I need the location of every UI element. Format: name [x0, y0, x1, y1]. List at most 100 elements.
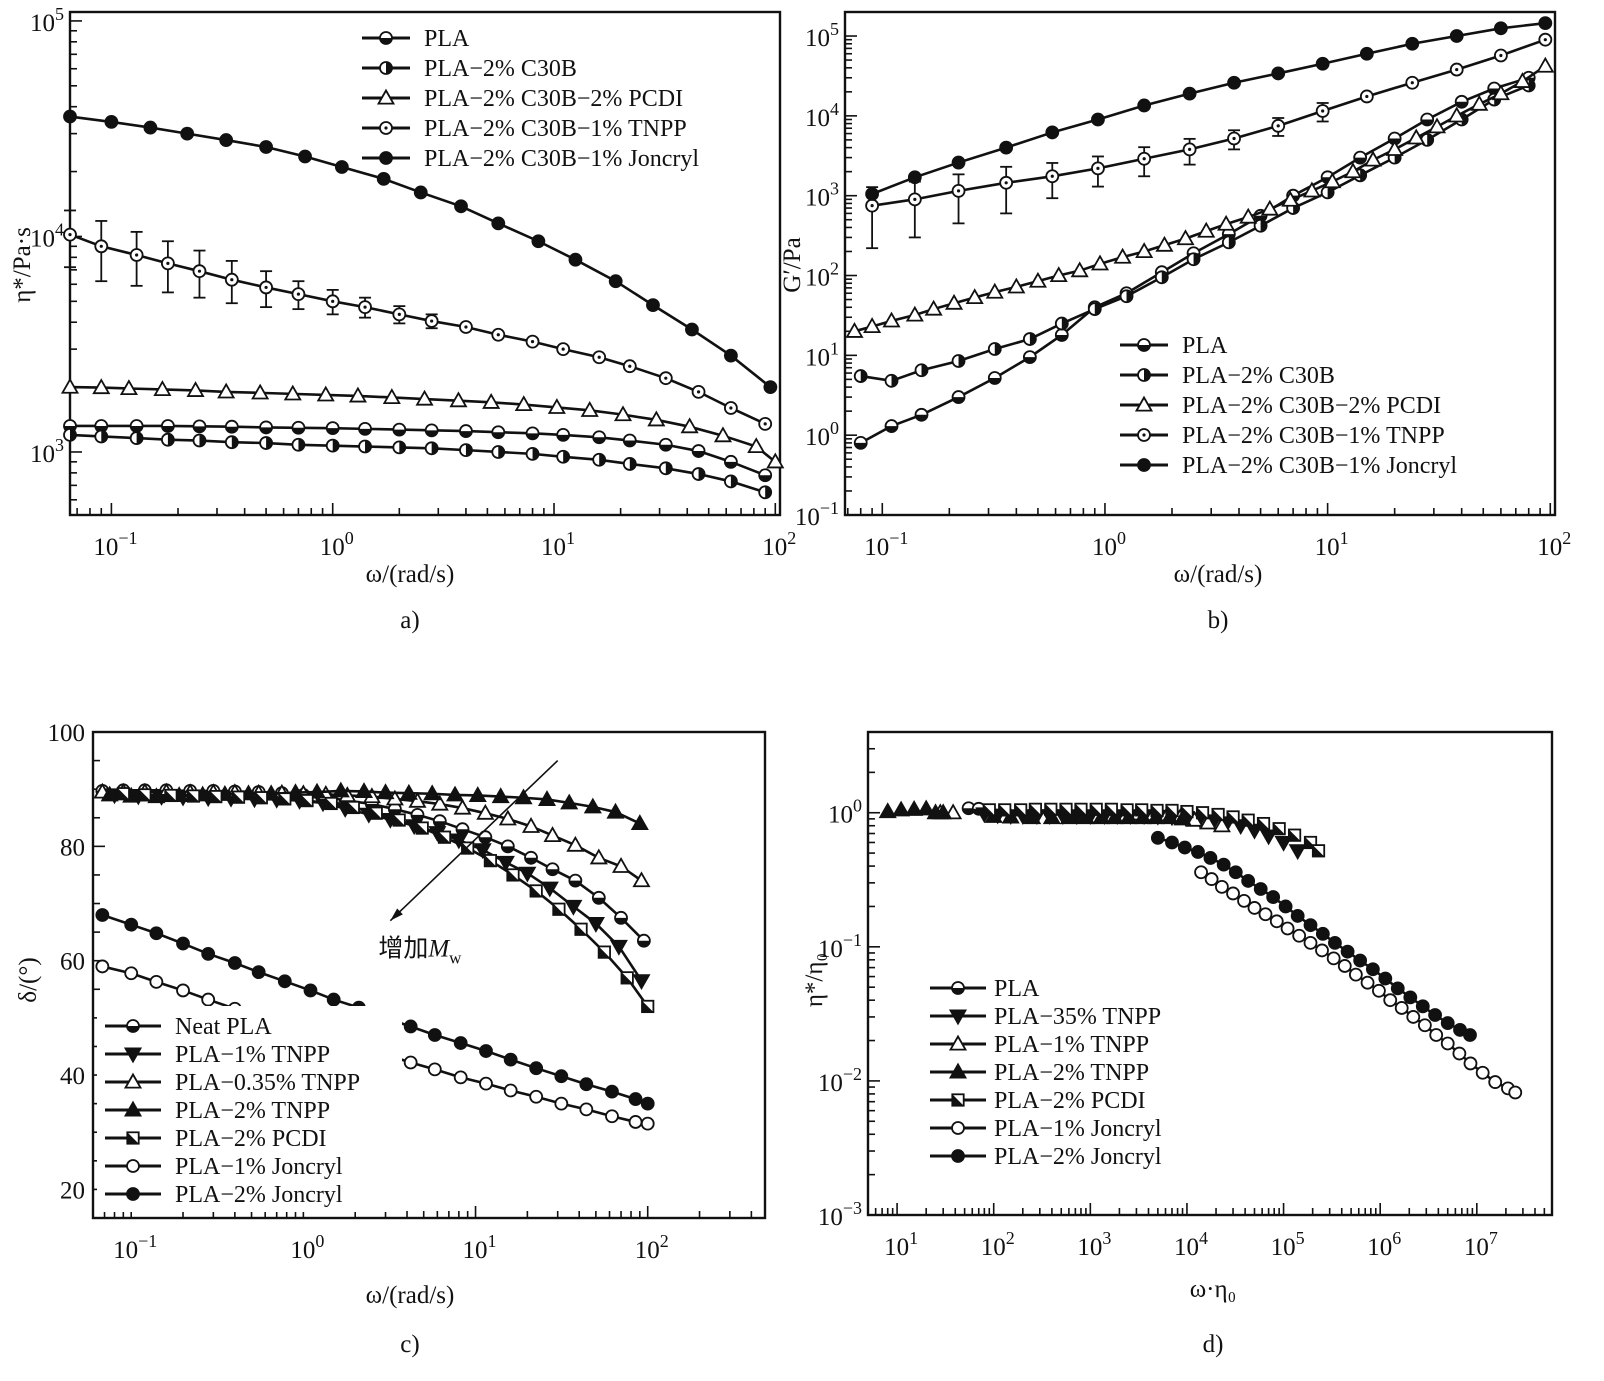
y-axis-title: η*/η₀	[801, 953, 828, 1007]
legend-label: PLA	[1182, 333, 1228, 359]
y-tick-label: 10−1	[795, 498, 839, 531]
data-point-marker	[1104, 802, 1118, 816]
legend-label: PLA−1% TNPP	[994, 1032, 1149, 1058]
data-point-marker	[592, 430, 607, 445]
data-point-marker	[445, 785, 465, 802]
data-point-marker	[129, 248, 144, 262]
data-point-marker	[1155, 235, 1174, 252]
data-point-marker	[951, 1121, 965, 1135]
x-tick-label: 102	[762, 528, 796, 561]
data-point-marker	[586, 917, 605, 933]
y-tick-label: 104	[805, 99, 839, 132]
legend: PLA PLA−2% C30B PLA−2% C30B−2% PCDI PLA−2% …	[1120, 333, 1457, 479]
data-point-marker	[126, 1019, 140, 1033]
data-point-marker	[1365, 962, 1380, 977]
legend-item: PLA	[1120, 333, 1228, 359]
data-point-marker	[1292, 928, 1307, 943]
data-point-marker	[1405, 36, 1420, 51]
data-point-marker	[1023, 808, 1042, 825]
data-point-marker	[459, 424, 473, 438]
chart-panel-c: 10−1 100 101 102 20 40 60 80 100 ω/(rad/s) δ/(°) c)…	[15, 720, 767, 1358]
data-point-marker	[1272, 822, 1286, 836]
data-point-marker	[611, 857, 631, 873]
x-axis: 10−1 100 101 102	[92, 1206, 753, 1264]
data-point-marker	[1180, 804, 1194, 819]
series-line	[871, 38, 1546, 207]
data-point-marker	[331, 781, 350, 798]
data-point-marker	[1120, 803, 1134, 817]
data-point-marker	[514, 395, 533, 412]
data-point-marker	[1271, 66, 1286, 81]
data-point-marker	[410, 808, 425, 822]
data-point-marker	[934, 803, 953, 820]
legend-label: PLA−2% C30B−1% TNPP	[1182, 423, 1445, 449]
data-point-marker	[1385, 140, 1404, 156]
legend-item: PLA−35% TNPP	[930, 1004, 1161, 1030]
data-point-marker	[747, 437, 766, 454]
data-point-marker	[60, 377, 80, 394]
data-point-marker	[853, 436, 868, 450]
series-line	[70, 424, 766, 477]
data-point-marker	[1353, 150, 1368, 165]
data-point-marker	[160, 256, 175, 271]
data-point-marker	[1054, 328, 1069, 342]
legend-label: Neat PLA	[175, 1014, 272, 1040]
data-point-marker	[1228, 865, 1243, 880]
data-point-marker	[476, 803, 495, 820]
data-point-marker	[640, 1096, 655, 1111]
data-point-marker	[334, 160, 349, 174]
data-point-marker	[1194, 865, 1208, 880]
data-point-marker	[1076, 808, 1095, 825]
data-point-marker	[251, 383, 270, 400]
data-point-marker	[1227, 131, 1241, 146]
y-tick-label: 40	[60, 1063, 85, 1090]
data-point-marker	[176, 936, 190, 951]
data-point-marker	[379, 121, 393, 135]
data-point-marker	[424, 423, 439, 438]
legend-item: PLA−2% C30B−2% PCDI	[362, 86, 683, 112]
data-point-marker	[415, 389, 434, 406]
data-point-marker	[94, 239, 109, 254]
data-point-marker	[905, 800, 924, 816]
data-point-marker	[845, 321, 864, 338]
data-point-marker	[291, 420, 306, 435]
data-point-marker	[914, 363, 929, 378]
x-axis-title: ω/(rad/s)	[1174, 561, 1263, 588]
data-point-marker	[1022, 332, 1037, 346]
y-axis-title: η*/Pa·s	[9, 227, 36, 303]
data-point-marker	[415, 821, 429, 835]
data-point-marker	[1353, 953, 1368, 968]
data-point-marker	[580, 401, 599, 417]
data-point-marker	[518, 866, 537, 883]
data-point-marker	[291, 437, 306, 452]
legend-item: PLA−2% TNPP	[930, 1060, 1149, 1086]
data-point-marker	[1150, 803, 1164, 818]
y-tick-label: 103	[805, 179, 839, 212]
data-point-marker	[1475, 1065, 1490, 1080]
y-tick-label: 100	[48, 720, 86, 747]
data-point-marker	[568, 252, 583, 267]
legend-label: PLA−2% Joncryl	[175, 1182, 343, 1208]
data-point-marker	[259, 280, 273, 295]
data-point-marker	[884, 419, 899, 433]
data-point-marker	[1134, 395, 1154, 412]
data-point-marker	[1315, 56, 1330, 71]
data-point-marker	[379, 31, 393, 45]
data-point-marker	[506, 868, 520, 882]
legend-label: PLA−2% C30B	[424, 56, 577, 82]
series-2	[845, 56, 1555, 338]
data-point-marker	[430, 794, 449, 811]
legend-item: Neat PLA	[105, 1014, 272, 1040]
data-point-marker	[568, 873, 583, 888]
data-point-marker	[646, 298, 660, 313]
data-point-marker	[691, 444, 706, 458]
data-point-marker	[1059, 802, 1073, 816]
data-point-marker	[408, 791, 427, 808]
data-point-marker	[498, 809, 517, 826]
data-point-marker	[478, 830, 493, 845]
data-point-marker	[482, 392, 501, 409]
data-point-marker	[1042, 808, 1061, 825]
y-tick-label: 102	[805, 259, 839, 292]
data-point-marker	[1203, 851, 1218, 865]
data-point-marker	[427, 1028, 442, 1042]
